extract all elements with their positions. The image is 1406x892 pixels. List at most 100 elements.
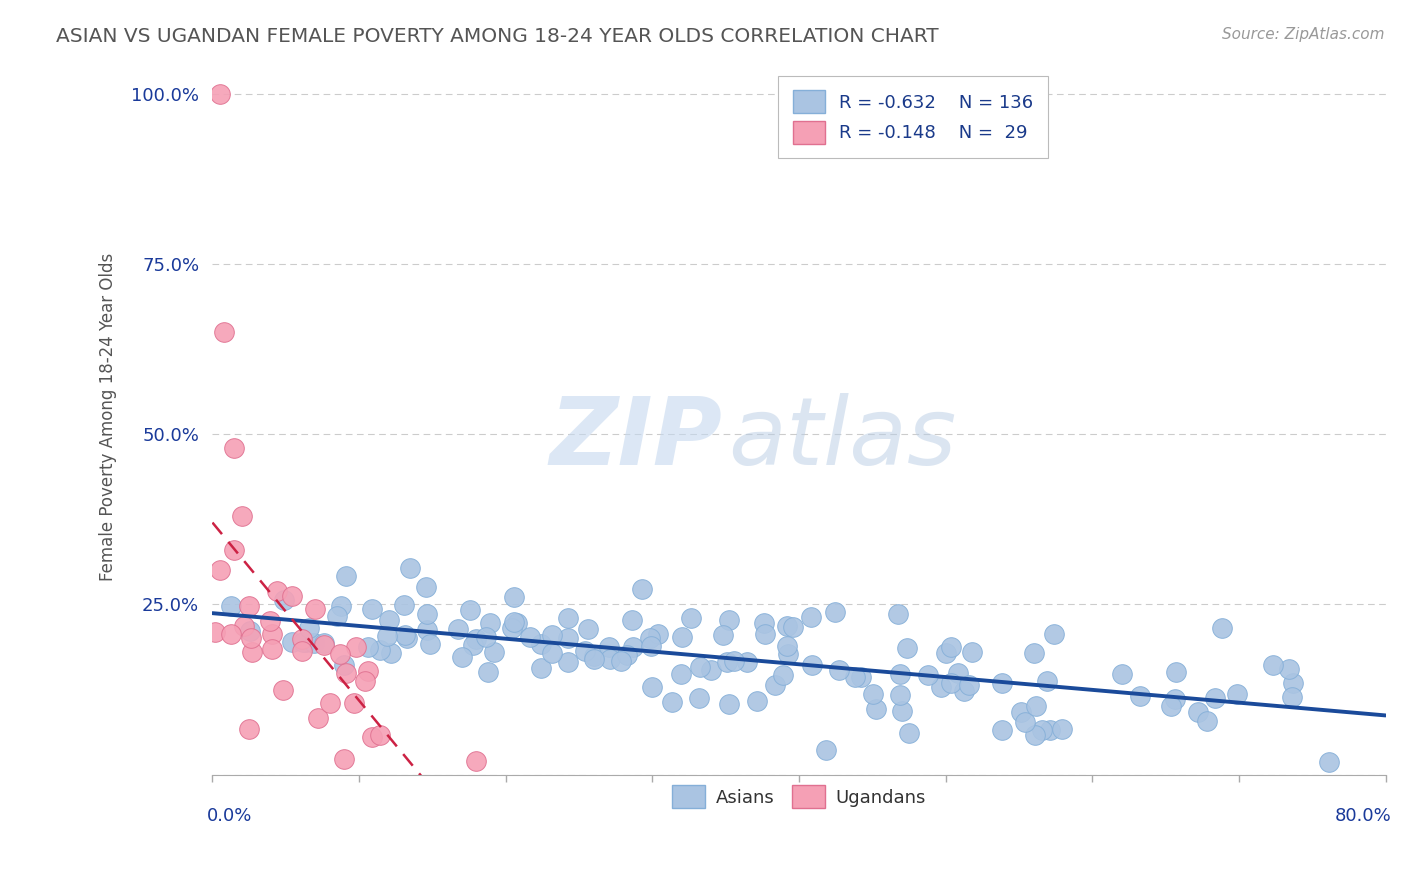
Text: 0.0%: 0.0% xyxy=(207,806,252,825)
Text: 80.0%: 80.0% xyxy=(1334,806,1392,825)
Point xyxy=(343,696,366,710)
Point xyxy=(609,654,631,668)
Point xyxy=(800,610,823,624)
Point xyxy=(357,640,380,654)
Point xyxy=(416,623,439,637)
Point xyxy=(333,751,356,765)
Point xyxy=(616,648,638,662)
Point xyxy=(302,636,325,650)
Point xyxy=(849,670,872,684)
Point xyxy=(583,649,606,664)
Point xyxy=(419,637,441,651)
Point xyxy=(344,640,367,655)
Point xyxy=(304,602,326,616)
Point xyxy=(1052,723,1074,737)
Point xyxy=(239,624,262,639)
Point xyxy=(862,687,884,701)
Point xyxy=(329,647,352,661)
Point xyxy=(669,666,692,681)
Point xyxy=(354,673,377,688)
Point xyxy=(576,622,599,636)
Point xyxy=(688,690,710,705)
Point xyxy=(896,640,918,655)
Point xyxy=(361,602,384,616)
Point xyxy=(778,647,800,661)
Point xyxy=(735,656,758,670)
Point xyxy=(1031,723,1053,737)
Point xyxy=(541,646,564,660)
Point xyxy=(262,627,284,641)
Point xyxy=(763,678,786,692)
Point xyxy=(917,668,939,682)
Point xyxy=(599,652,621,666)
Point xyxy=(378,613,401,627)
Point xyxy=(298,621,321,635)
Point xyxy=(238,722,260,736)
Point xyxy=(329,599,352,613)
Point xyxy=(231,508,253,523)
Point xyxy=(640,639,662,653)
Point xyxy=(308,711,330,725)
Point xyxy=(208,563,231,577)
Point xyxy=(1022,646,1045,660)
Point xyxy=(557,611,579,625)
Point xyxy=(952,684,974,698)
Point xyxy=(204,624,226,639)
Point xyxy=(219,599,242,614)
Point xyxy=(946,665,969,680)
Point xyxy=(716,656,738,670)
Point xyxy=(519,630,541,644)
Point xyxy=(754,627,776,641)
Point xyxy=(752,616,775,631)
Point xyxy=(357,665,380,679)
Point xyxy=(1038,723,1060,737)
Point xyxy=(259,614,281,628)
Point xyxy=(530,637,553,651)
Point xyxy=(395,631,418,645)
Point xyxy=(1036,674,1059,689)
Point xyxy=(461,638,484,652)
Point xyxy=(717,697,740,711)
Point xyxy=(844,670,866,684)
Point xyxy=(232,619,254,633)
Point xyxy=(776,639,799,653)
Point xyxy=(711,628,734,642)
Point xyxy=(1261,657,1284,672)
Point xyxy=(458,603,481,617)
Point xyxy=(361,730,384,744)
Point xyxy=(598,640,620,654)
Point xyxy=(312,638,335,652)
Point xyxy=(1204,691,1226,706)
Point xyxy=(398,561,420,575)
Point xyxy=(380,647,402,661)
Point xyxy=(541,628,564,642)
Point xyxy=(1043,627,1066,641)
Point xyxy=(723,653,745,667)
Point xyxy=(1187,705,1209,719)
Point xyxy=(450,649,472,664)
Point xyxy=(941,676,963,690)
Point xyxy=(375,629,398,643)
Point xyxy=(939,640,962,654)
Point xyxy=(935,646,957,660)
Point xyxy=(1164,665,1187,680)
Point xyxy=(620,614,643,628)
Point xyxy=(630,582,652,597)
Point xyxy=(699,663,721,677)
Point xyxy=(557,631,579,645)
Point xyxy=(370,729,392,743)
Point xyxy=(889,689,911,703)
Y-axis label: Female Poverty Among 18-24 Year Olds: Female Poverty Among 18-24 Year Olds xyxy=(100,253,117,582)
Point xyxy=(886,607,908,622)
Point xyxy=(1226,686,1249,700)
Point xyxy=(1211,621,1233,635)
Point xyxy=(557,655,579,669)
Point xyxy=(447,622,470,636)
Point xyxy=(222,542,245,557)
Point xyxy=(828,663,851,677)
Text: ZIP: ZIP xyxy=(550,392,723,484)
Point xyxy=(1282,676,1305,690)
Point xyxy=(865,702,887,716)
Point xyxy=(1025,698,1047,713)
Point xyxy=(782,620,804,634)
